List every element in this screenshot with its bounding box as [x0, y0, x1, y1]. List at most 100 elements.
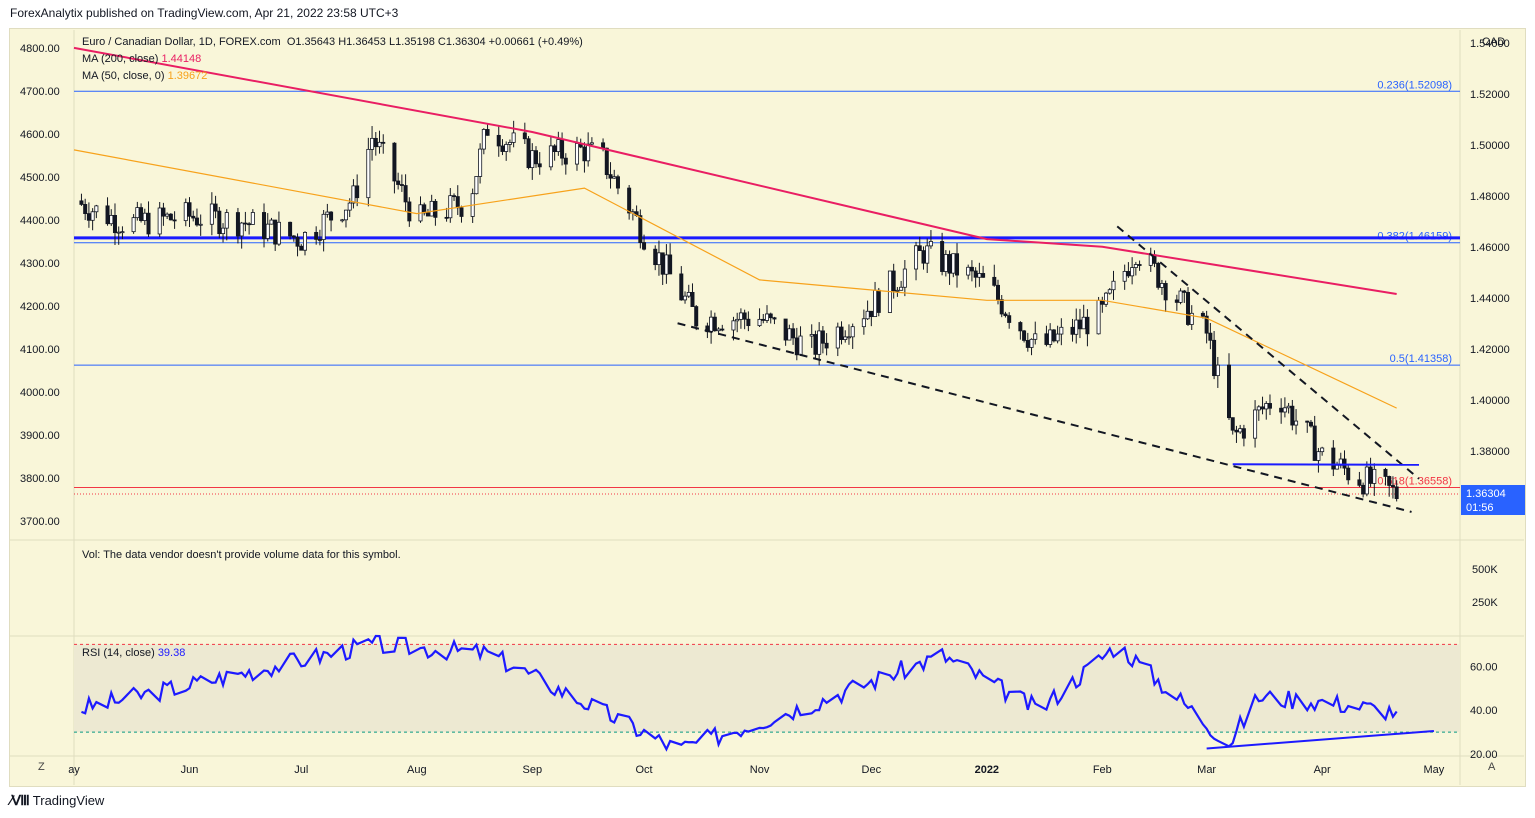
legend-rsi[interactable]: RSI (14, close) 39.38 — [82, 647, 185, 659]
candle-down — [560, 139, 565, 159]
candle-up — [1256, 406, 1261, 411]
candle-up — [1294, 420, 1299, 426]
candle-down — [291, 235, 296, 238]
price-axis-tick: 1.44000 — [1470, 293, 1510, 305]
candle-down — [217, 210, 222, 235]
candle-up — [198, 223, 203, 226]
candles-group — [79, 120, 1399, 502]
candle-down — [668, 254, 673, 275]
candle-down — [947, 254, 952, 274]
candle-up — [873, 289, 878, 318]
price-axis-tick: 1.42000 — [1470, 344, 1510, 356]
candle-up — [1238, 428, 1243, 433]
candle-up — [370, 137, 375, 150]
candle-up — [787, 328, 792, 341]
candle-up — [709, 316, 714, 333]
candle-down — [1025, 340, 1030, 348]
auto-scale-button[interactable]: A — [1488, 761, 1496, 773]
legend-symbol[interactable]: Euro / Canadian Dollar, 1D, FOREX.com — [82, 36, 281, 48]
candle-down — [917, 245, 922, 252]
candle-down — [392, 142, 397, 182]
candle-down — [1212, 339, 1217, 377]
candle-up — [224, 212, 229, 229]
candle-up — [1111, 280, 1116, 291]
candle-down — [262, 212, 267, 239]
candle-up — [209, 203, 214, 225]
candle-up — [716, 328, 721, 332]
legend-ma200[interactable]: MA (200, close) 1.44148 — [82, 53, 201, 65]
candle-up — [1253, 409, 1258, 439]
candle-up — [1320, 447, 1325, 453]
candle-down — [235, 212, 240, 237]
candle-up — [1055, 333, 1060, 342]
candle-up — [347, 202, 352, 211]
candle-down — [969, 266, 974, 272]
candle-up — [1107, 289, 1112, 294]
candle-up — [586, 143, 591, 162]
candle-down — [794, 337, 799, 356]
candle-up — [90, 211, 95, 221]
candle-down — [399, 184, 404, 186]
candle-up — [1159, 283, 1164, 288]
price-axis-tick: 1.54000 — [1470, 38, 1510, 50]
candle-down — [1182, 290, 1187, 293]
candle-down — [761, 318, 766, 321]
candle-down — [187, 202, 192, 217]
candle-up — [861, 318, 866, 328]
candle-down — [273, 219, 278, 245]
candle-down — [534, 150, 539, 165]
candle-up — [966, 266, 971, 276]
candle-down — [1308, 421, 1313, 427]
candle-up — [1081, 316, 1086, 330]
candle-down — [288, 221, 293, 237]
candle-up — [265, 223, 270, 239]
candle-up — [612, 176, 617, 179]
candle-up — [914, 245, 919, 270]
candle-down — [604, 147, 609, 176]
candle-up — [116, 231, 121, 234]
left-axis-tick: 3800.00 — [20, 473, 60, 485]
candle-down — [1305, 420, 1310, 423]
legend-ma50[interactable]: MA (50, close, 0) 1.39672 — [82, 70, 207, 82]
candle-up — [686, 291, 691, 297]
candle-down — [1137, 264, 1142, 266]
candle-down — [1186, 292, 1191, 325]
candle-down — [1387, 476, 1392, 486]
candle-up — [351, 185, 356, 204]
volume-note: Vol: The data vendor doesn't provide vol… — [82, 549, 401, 561]
rsi-axis-tick: 60.00 — [1470, 661, 1498, 673]
candle-up — [135, 207, 140, 219]
candle-up — [504, 143, 509, 152]
candle-down — [1085, 316, 1090, 335]
candle-down — [1346, 467, 1351, 481]
x-axis-label: Mar — [1197, 764, 1216, 776]
candle-down — [1241, 428, 1246, 439]
footer-brand[interactable]: TradingView — [32, 793, 105, 808]
left-axis-tick: 4700.00 — [20, 86, 60, 98]
tradingview-logo-icon: ⁄Ⅷ — [10, 792, 30, 808]
candle-up — [928, 241, 933, 247]
x-axis-label: Oct — [635, 764, 652, 776]
candle-up — [1104, 292, 1109, 305]
candle-down — [172, 219, 177, 222]
candle-down — [981, 273, 986, 278]
candle-up — [302, 231, 307, 251]
rsi-axis-tick: 20.00 — [1470, 749, 1498, 761]
candle-down — [1174, 299, 1179, 303]
candle-down — [999, 299, 1004, 315]
candle-up — [943, 254, 948, 272]
candle-up — [377, 141, 382, 148]
zoom-button[interactable]: Z — [38, 761, 45, 773]
left-axis-tick: 4800.00 — [20, 43, 60, 55]
candle-down — [485, 129, 490, 136]
candle-down — [563, 157, 568, 165]
candle-up — [902, 268, 907, 288]
rsi-axis-tick: 40.00 — [1470, 705, 1498, 717]
candle-up — [511, 132, 516, 143]
candle-up — [951, 253, 956, 274]
candle-down — [552, 145, 557, 153]
candle-down — [194, 217, 199, 226]
candle-up — [1335, 464, 1340, 470]
candle-down — [168, 213, 173, 221]
